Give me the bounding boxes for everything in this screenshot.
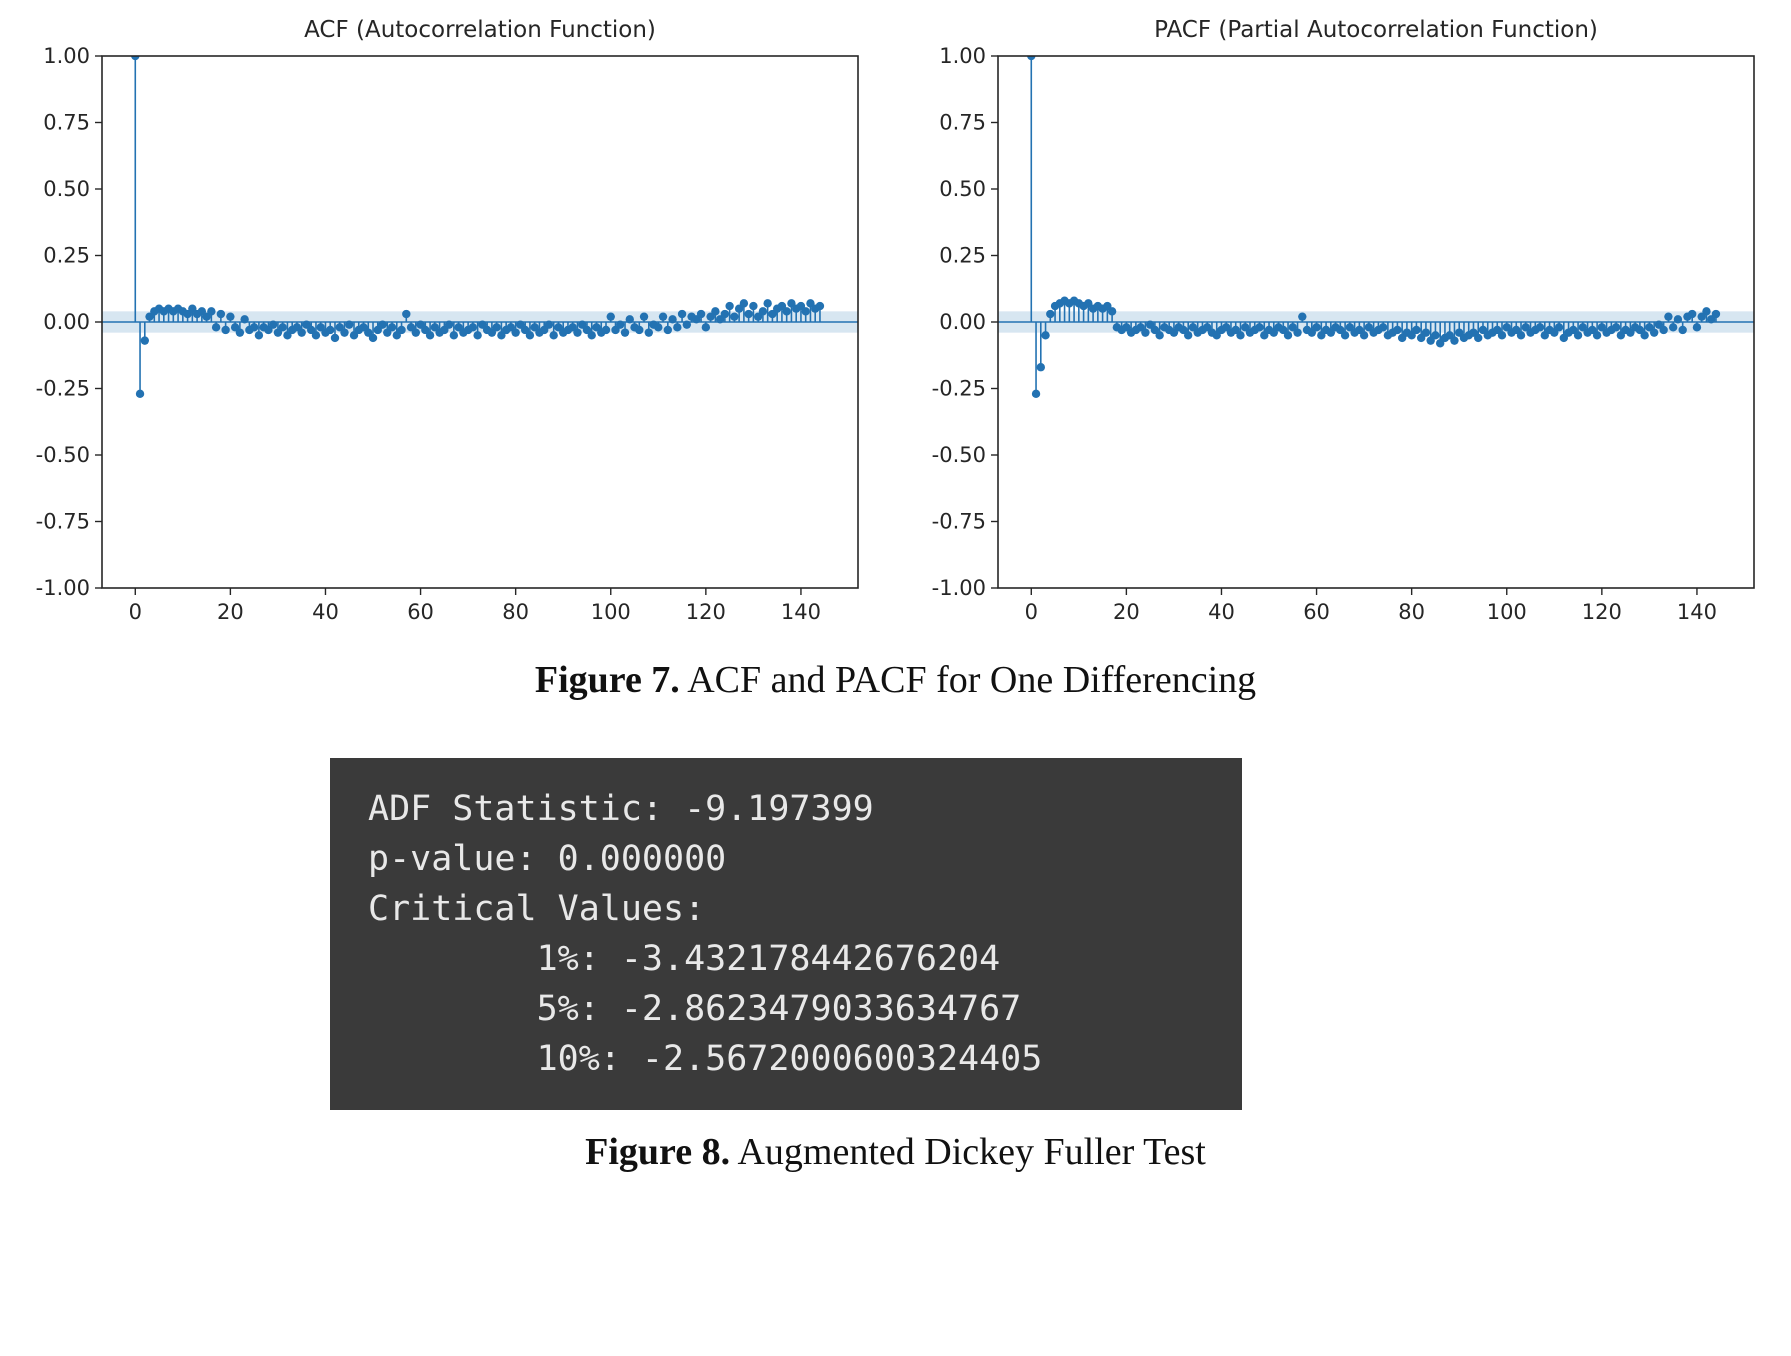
svg-text:0.75: 0.75 [939, 111, 986, 135]
svg-text:0.50: 0.50 [43, 177, 90, 201]
console-line-critical-1pct: 1%: -3.432178442676204 [368, 939, 1001, 979]
pacf-chart-title: PACF (Partial Autocorrelation Function) [1154, 17, 1598, 43]
svg-text:120: 120 [686, 600, 726, 624]
svg-text:40: 40 [1208, 600, 1235, 624]
svg-text:140: 140 [781, 600, 821, 624]
svg-text:0.00: 0.00 [939, 310, 986, 334]
svg-text:80: 80 [1398, 600, 1425, 624]
figure7-charts: ACF (Autocorrelation Function) -1.00 -0.7… [0, 0, 1791, 636]
svg-text:0.00: 0.00 [43, 310, 90, 334]
figure8-caption-label: Figure 8. [585, 1131, 731, 1173]
svg-text:20: 20 [1113, 600, 1140, 624]
svg-text:40: 40 [312, 600, 339, 624]
svg-text:-0.25: -0.25 [932, 377, 986, 401]
svg-text:0: 0 [1025, 600, 1038, 624]
svg-text:100: 100 [1487, 600, 1527, 624]
svg-text:1.00: 1.00 [43, 46, 90, 68]
svg-text:0.25: 0.25 [939, 244, 986, 268]
svg-text:1.00: 1.00 [939, 46, 986, 68]
svg-text:120: 120 [1582, 600, 1622, 624]
svg-text:-0.75: -0.75 [932, 510, 986, 534]
svg-text:20: 20 [217, 600, 244, 624]
svg-text:-0.50: -0.50 [932, 443, 986, 467]
figure7-caption-label: Figure 7. [534, 659, 680, 701]
svg-text:0.75: 0.75 [43, 111, 90, 135]
svg-text:0.25: 0.25 [43, 244, 90, 268]
console-line-critical-10pct: 10%: -2.5672000600324405 [368, 1039, 1043, 1079]
svg-text:80: 80 [502, 600, 529, 624]
console-line-critical-5pct: 5%: -2.8623479033634767 [368, 989, 1022, 1029]
figure8-caption-text: Augmented Dickey Fuller Test [730, 1131, 1206, 1173]
console-line-p-value: p-value: 0.000000 [368, 839, 727, 879]
svg-text:100: 100 [591, 600, 631, 624]
svg-text:60: 60 [1303, 600, 1330, 624]
svg-text:60: 60 [407, 600, 434, 624]
svg-text:140: 140 [1677, 600, 1717, 624]
svg-text:0.50: 0.50 [939, 177, 986, 201]
acf-chart: ACF (Autocorrelation Function) -1.00 -0.7… [10, 14, 870, 636]
svg-text:-0.50: -0.50 [36, 443, 90, 467]
svg-text:-1.00: -1.00 [36, 576, 90, 600]
acf-chart-canvas: -1.00 -0.75 -0.50 -0.25 0.00 0.25 0.50 0.75 1.00… [10, 44, 870, 636]
figure7-caption: Figure 7. ACF and PACF for One Differenc… [0, 658, 1791, 702]
figure7-caption-text: ACF and PACF for One Differencing [679, 659, 1257, 701]
pacf-chart: PACF (Partial Autocorrelation Function) … [906, 14, 1766, 636]
acf-chart-title: ACF (Autocorrelation Function) [304, 17, 656, 43]
pacf-chart-canvas: -1.00 -0.75 -0.50 -0.25 0.00 0.25 0.50 0.75 1.00… [906, 44, 1766, 636]
figure8-caption: Figure 8. Augmented Dickey Fuller Test [0, 1130, 1791, 1174]
adf-console-output: ADF Statistic: -9.197399 p-value: 0.0000… [330, 758, 1242, 1110]
svg-text:-0.25: -0.25 [36, 377, 90, 401]
svg-text:-0.75: -0.75 [36, 510, 90, 534]
console-line-critical-values: Critical Values: [368, 889, 706, 929]
console-line-adf-statistic: ADF Statistic: -9.197399 [368, 789, 874, 829]
svg-text:-1.00: -1.00 [932, 576, 986, 600]
svg-text:0: 0 [129, 600, 142, 624]
